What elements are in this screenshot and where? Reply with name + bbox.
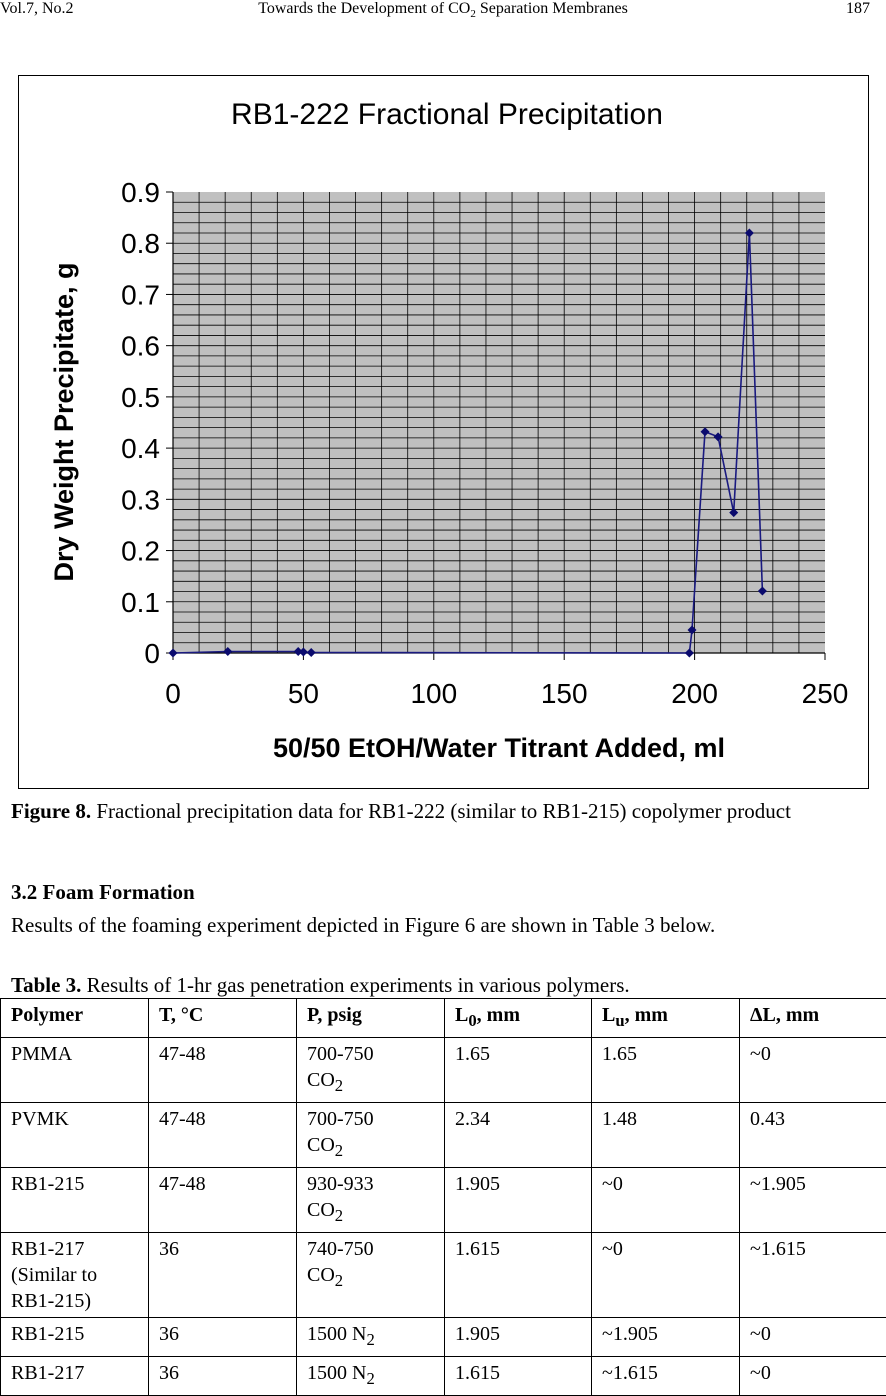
header-l0: L0, mm: [445, 999, 592, 1038]
cell-pressure: 1500 N2: [297, 1357, 445, 1396]
y-tick-label: 0.4: [121, 433, 160, 464]
cell-temperature: 47-48: [149, 1038, 297, 1103]
cell-polymer: RB1-215: [1, 1318, 149, 1357]
x-tick-label: 150: [541, 678, 588, 709]
header-temperature: T, °C: [149, 999, 297, 1038]
cell-lu: ~1.615: [592, 1357, 740, 1396]
table-label: Table 3.: [11, 973, 81, 997]
cell-lu: ~0: [592, 1168, 740, 1233]
section-heading: 3.2 Foam Formation: [11, 880, 195, 905]
cell-delta-l: ~0: [740, 1038, 886, 1103]
x-tick-labels: 0 50 100 150 200 250: [165, 653, 848, 709]
cell-delta-l: ~0: [740, 1357, 886, 1396]
y-tick-label: 0.6: [121, 331, 160, 362]
y-tick-label: 0.8: [121, 228, 160, 259]
cell-l0: 1.615: [445, 1233, 592, 1318]
cell-polymer: RB1-215: [1, 1168, 149, 1233]
cell-polymer: RB1-217: [1, 1357, 149, 1396]
cell-delta-l: ~1.905: [740, 1168, 886, 1233]
cell-lu: ~0: [592, 1233, 740, 1318]
chart-title: RB1-222 Fractional Precipitation: [231, 98, 663, 131]
chart-canvas: RB1-222 Fractional Precipitation 0 0.1 0.2…: [19, 76, 870, 790]
cell-pressure: 1500 N2: [297, 1318, 445, 1357]
running-title: Towards the Development of CO2 Separatio…: [0, 0, 886, 20]
cell-lu: 1.48: [592, 1103, 740, 1168]
y-tick-labels: 0 0.1 0.2 0.3 0.4 0.5 0.6 0.7 0.8 0.9: [121, 177, 173, 669]
header-pressure: P, psig: [297, 999, 445, 1038]
y-tick-label: 0: [144, 638, 160, 669]
table-caption: Table 3. Results of 1-hr gas penetration…: [11, 973, 630, 998]
x-tick-label: 250: [802, 678, 849, 709]
x-tick-label: 0: [165, 678, 181, 709]
cell-delta-l: ~0: [740, 1318, 886, 1357]
header-lu: Lu, mm: [592, 999, 740, 1038]
y-tick-label: 0.2: [121, 536, 160, 567]
cell-lu: ~1.905: [592, 1318, 740, 1357]
y-tick-label: 0.9: [121, 177, 160, 208]
y-axis-label: Dry Weight Precipitate, g: [49, 262, 79, 581]
figure-caption-text: Fractional precipitation data for RB1-22…: [91, 799, 791, 823]
y-tick-label: 0.3: [121, 484, 160, 515]
cell-polymer: PMMA: [1, 1038, 149, 1103]
figure-8-chart: RB1-222 Fractional Precipitation 0 0.1 0.2…: [18, 75, 869, 789]
body-paragraph: Results of the foaming experiment depict…: [11, 913, 715, 938]
cell-temperature: 36: [149, 1318, 297, 1357]
y-tick-label: 0.7: [121, 279, 160, 310]
table-row: RB1-217 36 1500 N2 1.615 ~1.615 ~0: [1, 1357, 886, 1396]
y-tick-label: 0.1: [121, 587, 160, 618]
cell-l0: 2.34: [445, 1103, 592, 1168]
cell-temperature: 47-48: [149, 1103, 297, 1168]
cell-delta-l: 0.43: [740, 1103, 886, 1168]
table-header-row: Polymer T, °C P, psig L0, mm Lu, mm ΔL, …: [1, 999, 886, 1038]
x-tick-label: 100: [410, 678, 457, 709]
cell-l0: 1.65: [445, 1038, 592, 1103]
cell-temperature: 36: [149, 1357, 297, 1396]
cell-polymer: RB1-217 (Similar to RB1-215): [1, 1233, 149, 1318]
running-head: Vol.7, No.2 Towards the Development of C…: [0, 0, 886, 22]
cell-polymer: PVMK: [1, 1103, 149, 1168]
cell-l0: 1.905: [445, 1168, 592, 1233]
figure-caption: Figure 8. Fractional precipitation data …: [11, 797, 851, 825]
cell-delta-l: ~1.615: [740, 1233, 886, 1318]
cell-temperature: 36: [149, 1233, 297, 1318]
x-tick-label: 200: [671, 678, 718, 709]
x-axis-label: 50/50 EtOH/Water Titrant Added, ml: [273, 733, 725, 763]
figure-label: Figure 8.: [11, 799, 91, 823]
cell-l0: 1.905: [445, 1318, 592, 1357]
table-row: RB1-215 36 1500 N2 1.905 ~1.905 ~0: [1, 1318, 886, 1357]
page-number: 187: [846, 0, 870, 18]
header-polymer: Polymer: [1, 999, 149, 1038]
x-tick-label: 50: [288, 678, 319, 709]
results-table: Polymer T, °C P, psig L0, mm Lu, mm ΔL, …: [0, 998, 886, 1396]
header-delta-l: ΔL, mm: [740, 999, 886, 1038]
table-caption-text: Results of 1-hr gas penetration experime…: [81, 973, 629, 997]
cell-lu: 1.65: [592, 1038, 740, 1103]
cell-temperature: 47-48: [149, 1168, 297, 1233]
cell-l0: 1.615: [445, 1357, 592, 1396]
plot-area: [173, 192, 825, 653]
y-tick-label: 0.5: [121, 382, 160, 413]
